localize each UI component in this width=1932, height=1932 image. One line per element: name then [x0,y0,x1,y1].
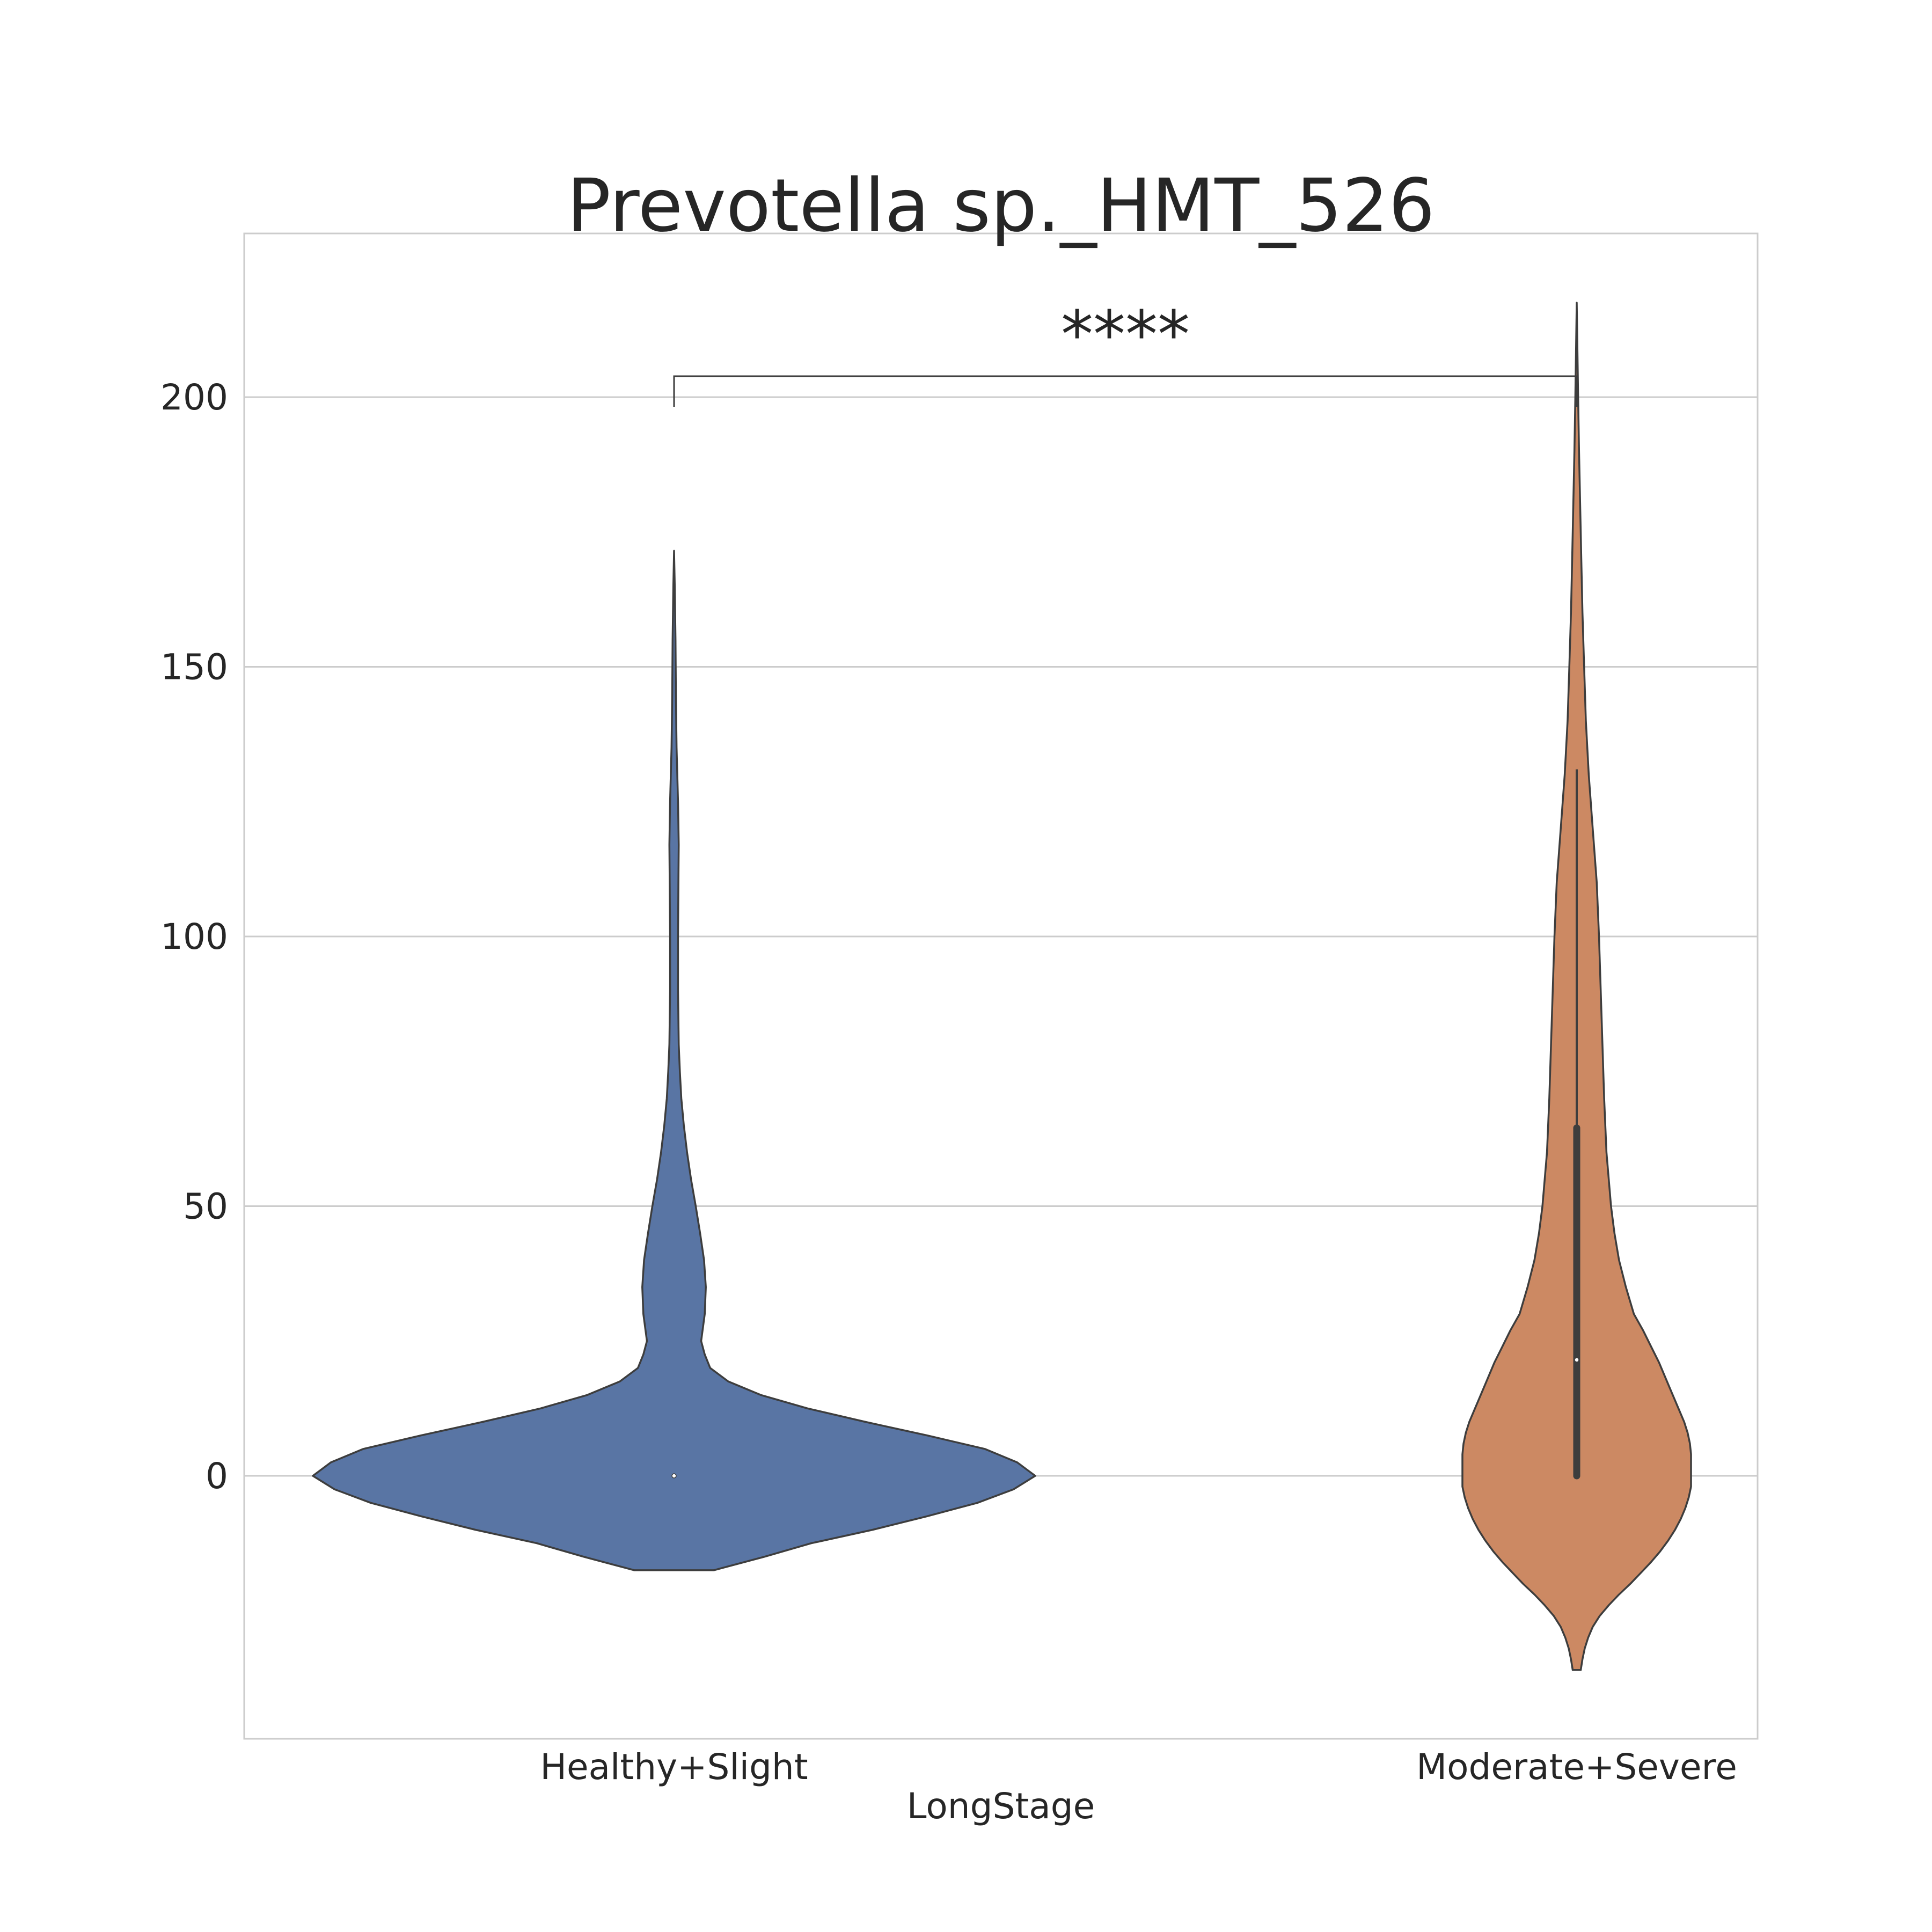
y-tick-labels: 0 50 100 150 200 [160,377,228,1497]
median-point [671,1473,677,1479]
violins [312,302,1692,1671]
x-tick-label: Healthy+Slight [540,1746,808,1788]
significance-label: **** [1061,298,1190,372]
violin-body [312,550,1036,1571]
chart-title: Prevotella sp._HMT_526 [567,164,1435,248]
median-point [1574,1357,1579,1363]
y-tick-label: 200 [160,377,228,418]
significance-annotation: **** [673,298,1578,407]
y-tick-label: 0 [206,1455,228,1497]
violin-healthy-slight [312,550,1036,1571]
violin-moderate-severe [1461,302,1692,1671]
y-tick-label: 100 [160,916,228,957]
x-axis-label: LongStage [907,1785,1095,1827]
y-tick-label: 50 [183,1186,228,1227]
significance-bracket [673,375,1578,407]
plot-area-frame [243,232,1759,1740]
x-tick-label: Moderate+Severe [1416,1746,1737,1788]
y-tick-label: 150 [160,647,228,688]
x-tick-labels: Healthy+Slight Moderate+Severe [540,1746,1737,1788]
